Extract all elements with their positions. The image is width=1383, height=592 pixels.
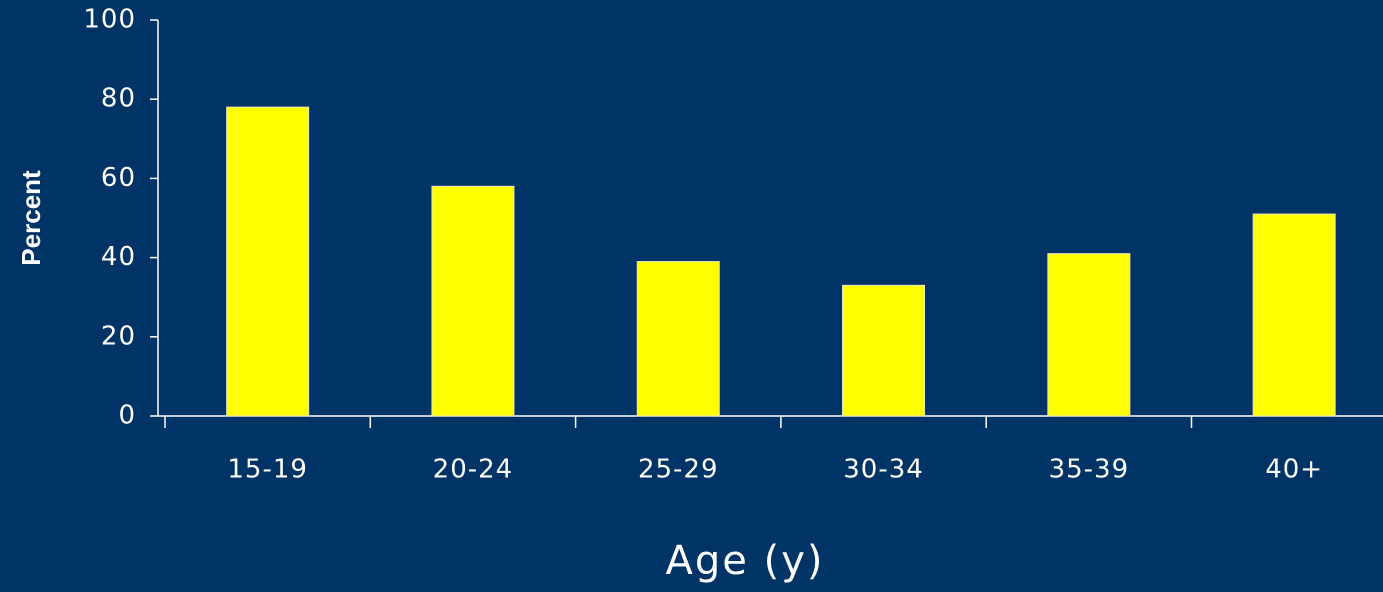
y-tick-label: 40 (101, 242, 136, 272)
bar (636, 261, 720, 417)
y-tick-label: 80 (101, 84, 136, 114)
y-tick-label: 0 (118, 401, 136, 431)
bar (1047, 253, 1131, 417)
y-tick-label: 20 (101, 321, 136, 351)
x-tick-label: 20-24 (433, 455, 514, 485)
y-axis-title: Percent (16, 170, 46, 266)
x-tick-label: 30-34 (843, 455, 924, 485)
bar (1252, 213, 1336, 417)
bar (842, 284, 926, 417)
x-tick-label: 15-19 (227, 455, 308, 485)
bar (226, 106, 310, 417)
y-tick-label: 100 (83, 5, 136, 35)
x-tick-label: 25-29 (638, 455, 719, 485)
x-axis-title: Age (y) (666, 538, 825, 584)
y-tick-label: 60 (101, 163, 136, 193)
x-tick-label: 40+ (1265, 455, 1323, 485)
bar (431, 185, 515, 417)
x-tick-label: 35-39 (1049, 455, 1130, 485)
